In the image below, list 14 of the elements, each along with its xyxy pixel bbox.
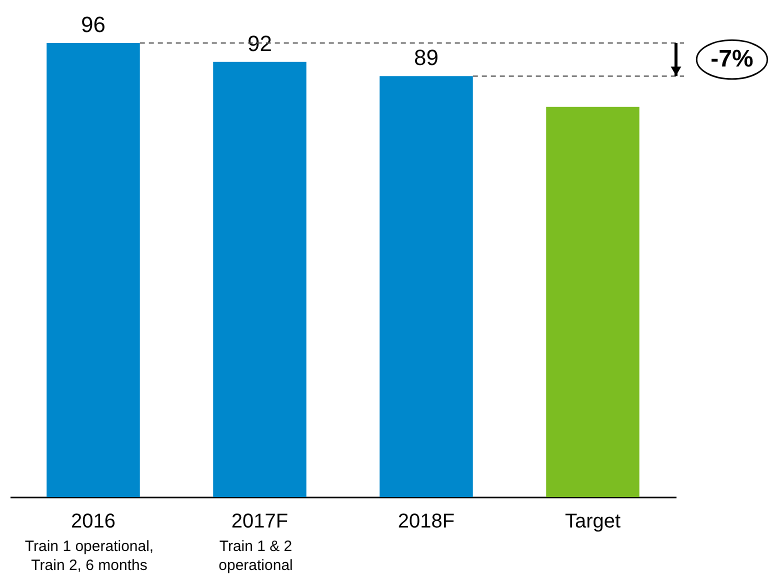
bar (546, 106, 640, 497)
bar (380, 76, 473, 497)
data-label: 89 (414, 45, 438, 70)
bar (213, 62, 306, 497)
bar (46, 43, 140, 497)
data-label: 96 (81, 12, 106, 37)
x-tick-label: 2017F (231, 510, 288, 532)
data-label: 92 (248, 30, 272, 56)
text: -7% (710, 46, 754, 73)
x-tick-label: 2016 (71, 510, 116, 532)
text: Train 1 operational, Train 2, 6 months (24, 538, 154, 574)
x-tick-label: Target (564, 510, 621, 532)
text: Train 1 & 2 operational (218, 538, 293, 574)
x-tick-label: 2018F (398, 510, 455, 532)
